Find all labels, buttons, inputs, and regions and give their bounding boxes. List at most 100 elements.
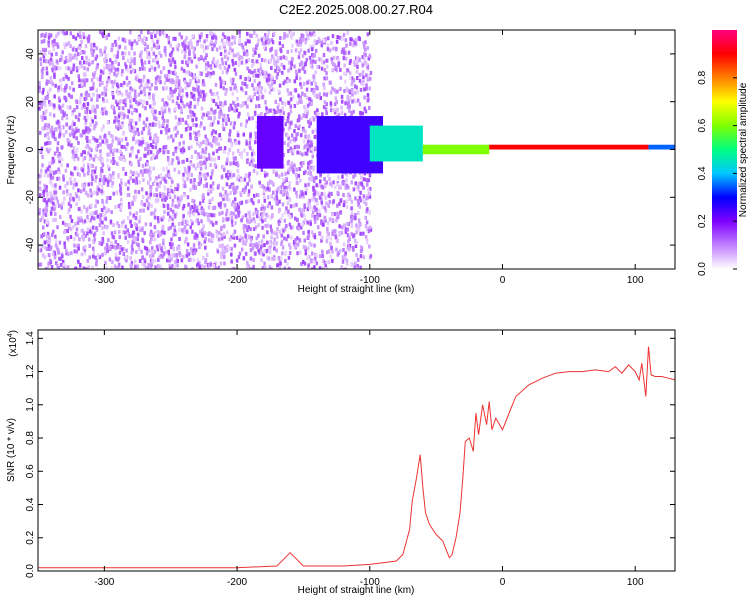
spectrogram-cell: [329, 181, 332, 186]
spectrogram-cell: [270, 194, 273, 199]
spectrogram-cell: [157, 64, 160, 69]
spectrogram-cell: [171, 198, 175, 203]
spectrogram-cell: [67, 251, 70, 256]
spectrogram-cell: [112, 65, 115, 70]
snr-series-line: [38, 346, 675, 569]
spectrogram-cell: [173, 228, 176, 233]
spectrogram-cell: [80, 40, 83, 44]
spectrogram-cell: [83, 219, 87, 224]
spectrogram-cell: [248, 116, 251, 121]
spectrogram-cell: [176, 198, 180, 203]
spectrogram-cell: [227, 138, 231, 143]
spectrogram-cell: [59, 83, 63, 88]
spectrogram-cell: [223, 224, 226, 229]
spectrogram-cell: [196, 262, 200, 267]
spectrogram-cell: [322, 53, 326, 58]
spectrogram-cell: [160, 246, 163, 250]
spectrogram-cell: [130, 41, 134, 46]
spectrogram-cell: [149, 104, 152, 109]
spectrogram-cell: [195, 236, 199, 241]
spectrogram-cell: [163, 210, 166, 215]
spectrogram-cell: [137, 92, 140, 97]
spectrogram-cell: [146, 44, 149, 49]
spectrogram-cell: [106, 225, 109, 229]
spectrogram-cell: [322, 105, 326, 110]
spectrogram-cell: [311, 230, 314, 235]
spectrogram-cell: [354, 196, 357, 201]
spectrogram-cell: [120, 247, 124, 252]
spectrogram-cell: [279, 185, 283, 190]
spectrogram-cell: [294, 48, 298, 53]
spectrogram-cell: [197, 163, 200, 168]
spectrogram-cell: [43, 240, 47, 245]
spectrogram-cell: [260, 86, 264, 91]
spectrogram-cell: [365, 73, 368, 78]
spectrogram-cell: [347, 239, 350, 244]
spectrogram-cell: [362, 231, 365, 236]
spectrogram-cell: [304, 245, 307, 250]
spectrogram-cell: [64, 168, 68, 173]
spectrogram-cell: [213, 110, 216, 115]
spectrogram-cell: [252, 47, 255, 52]
spectrogram-cell: [59, 66, 62, 71]
spectrogram-cell: [113, 71, 116, 76]
spectrogram-cell: [110, 80, 113, 85]
spectrogram-cell: [76, 156, 80, 161]
spectrogram-cell: [102, 124, 105, 129]
spectrogram-cell: [77, 45, 80, 50]
spectrogram-cell: [249, 70, 252, 75]
spectrogram-cell: [133, 239, 136, 244]
spectrogram-cell: [74, 266, 78, 269]
spectrogram-cell: [313, 39, 317, 44]
spectrogram-cell: [160, 230, 164, 235]
spectrogram-cell: [205, 141, 208, 146]
spectrogram-cell: [275, 194, 278, 199]
spectrogram-cell: [239, 103, 243, 108]
spectrogram-cell: [65, 113, 68, 118]
spectrogram-cell: [343, 200, 346, 205]
spectrogram-cell: [126, 82, 129, 87]
spectrogram-cell: [236, 185, 239, 190]
spectrogram-cell: [340, 94, 344, 99]
spectrogram-cell: [299, 39, 302, 44]
spectrogram-cell: [229, 86, 233, 91]
spectrogram-cell: [199, 94, 203, 99]
spectrogram-cell: [281, 213, 284, 218]
snr-x-tick-label: 0: [500, 577, 506, 588]
spectrogram-cell: [279, 47, 282, 52]
spectrogram-cell: [79, 100, 82, 105]
spectrogram-cell: [92, 48, 95, 53]
spectrogram-cell: [287, 199, 291, 204]
spectrogram-cell: [78, 112, 81, 117]
spectrogram-cell: [110, 143, 113, 147]
spectrogram-cell: [114, 99, 118, 104]
spectrogram-cell: [219, 192, 222, 197]
spectrogram-cell: [159, 253, 163, 258]
spectrogram-cell: [296, 218, 299, 223]
spectrogram-cell: [292, 240, 296, 245]
spectrogram-cell: [225, 121, 228, 126]
spectrogram-cell: [352, 174, 355, 179]
spectrogram-cell: [101, 107, 104, 112]
spectrogram-cell: [275, 231, 278, 236]
spectrogram-cell: [189, 187, 192, 192]
spectrogram-cell: [40, 168, 43, 173]
spectrogram-cell: [361, 63, 364, 68]
spectrogram-cell: [351, 92, 354, 97]
spectrogram-cell: [307, 235, 310, 240]
spectrogram-cell: [237, 209, 240, 214]
spectrogram-cell: [49, 173, 53, 178]
spectrogram-cell: [59, 58, 62, 63]
spectrogram-cell: [161, 224, 165, 229]
spectrogram-cell: [75, 202, 78, 207]
spectrogram-cell: [205, 53, 208, 58]
spectrogram-cell: [99, 189, 102, 194]
spectrogram-cell: [44, 103, 47, 108]
spectrogram-cell: [349, 42, 352, 46]
spectrogram-cell: [176, 96, 180, 101]
spectrogram-cell: [345, 178, 348, 183]
spectrogram-cell: [162, 122, 165, 127]
spectrogram-cell: [287, 184, 291, 189]
spectrogram-cell: [175, 253, 179, 258]
spectrogram-cell: [311, 151, 314, 156]
